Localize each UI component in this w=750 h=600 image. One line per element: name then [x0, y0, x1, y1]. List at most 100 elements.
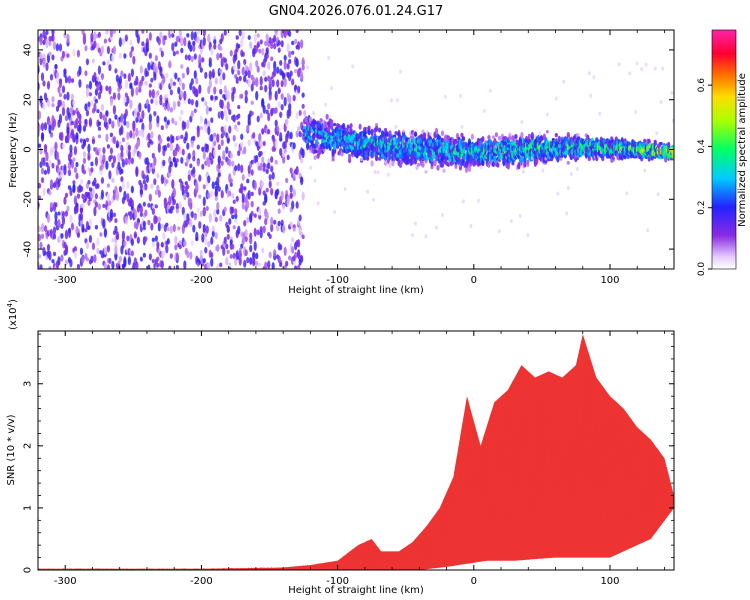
spectrogram-cell [205, 225, 209, 234]
spectrogram-cell [238, 75, 242, 82]
spectrogram-cell [261, 247, 265, 254]
spectrogram-cell [330, 121, 334, 130]
spectrogram-cell [130, 157, 134, 165]
spectrogram-cell [81, 223, 85, 233]
spectrogram-cell [114, 114, 118, 120]
spectrogram-cell [160, 260, 164, 269]
spectrogram-cell [261, 128, 265, 135]
spectrogram-cell [617, 62, 621, 67]
spectrogram-cell [69, 144, 73, 153]
spectrogram-cell [267, 75, 271, 82]
spectrogram-cell [39, 241, 43, 250]
spectrogram-cell [57, 179, 61, 188]
spectrogram-cell [144, 209, 148, 217]
spectrogram-cell [235, 195, 239, 202]
spectrogram-cell [76, 232, 81, 238]
spectrogram-cell [223, 236, 227, 245]
spectrogram-cell [118, 84, 122, 90]
spectrogram-cell [40, 222, 45, 233]
spectrogram-cell [477, 198, 480, 203]
spectrogram-cell [520, 120, 524, 125]
spectrogram-cell [267, 112, 271, 122]
spectrogram-cell [181, 82, 185, 91]
spectrogram-cell [43, 225, 48, 232]
spectrogram-cell [51, 259, 55, 264]
spectrogram-cell [280, 80, 284, 88]
spectrogram-cell [286, 194, 290, 204]
spectrogram-cell [592, 75, 596, 80]
spectrogram-cell [168, 265, 172, 269]
spectrogram-cell [277, 220, 281, 227]
spectrogram-cell [76, 263, 81, 269]
spectrogram-cell [196, 159, 200, 167]
spectrogram-cell [54, 219, 58, 226]
spectrogram-cell [199, 67, 203, 73]
spectrogram-cell [124, 79, 128, 90]
spectrogram-cell [187, 152, 191, 160]
spectrogram-cell [259, 39, 263, 45]
spectrogram-cell [87, 143, 91, 153]
spectrogram-cell [232, 199, 236, 204]
spectrogram-cell [55, 72, 60, 78]
spectrogram-cell [126, 121, 130, 129]
spectrogram-cell [142, 179, 146, 185]
spectrogram-cell [184, 131, 188, 141]
spectrogram-cell [237, 43, 241, 49]
spectrogram-cell [250, 83, 254, 92]
spectrogram-cell [51, 96, 55, 103]
spectrogram-cell [530, 132, 534, 139]
spectrogram-cell [274, 119, 278, 127]
spectrogram-cell [162, 250, 166, 258]
spectrogram-x-tick-label: 100 [600, 275, 619, 286]
spectrogram-cell [193, 70, 197, 80]
spectrogram-cell [237, 113, 241, 119]
spectrogram-cell [183, 193, 187, 201]
spectrogram-cell [565, 137, 569, 144]
spectrogram-cell [481, 160, 485, 167]
spectrogram-cell [387, 172, 390, 177]
spectrogram-cell [90, 167, 94, 173]
spectrogram-cell [147, 133, 151, 140]
snr-y-tick-label: 3 [23, 381, 34, 387]
spectrogram-cell [291, 50, 295, 55]
spectrogram-cell [61, 85, 66, 94]
spectrogram-cell [231, 193, 235, 199]
spectrogram-cell [246, 256, 250, 264]
spectrogram-cell [498, 229, 501, 234]
spectrogram-x-ticks: -300 -200 -100 0 100 [37, 30, 665, 286]
spectrogram-cell [566, 186, 570, 191]
spectrogram-cell [130, 68, 134, 78]
spectrogram-cell [153, 110, 157, 117]
spectrogram-cell [237, 104, 241, 110]
spectrogram-cell [93, 177, 97, 187]
spectrogram-cell [277, 208, 281, 215]
spectrogram-cell [58, 113, 63, 124]
spectrogram-cell [231, 243, 235, 250]
spectrogram-cell [166, 238, 170, 245]
spectrogram-cell [283, 148, 287, 154]
spectrogram-x-tick-label: -100 [326, 275, 349, 286]
spectrogram-cell [76, 49, 81, 58]
spectrogram-cell [199, 114, 203, 124]
spectrogram-cell [223, 30, 227, 36]
spectrogram-cell [523, 161, 527, 168]
spectrogram-cell [84, 103, 88, 112]
spectrogram-cell [57, 256, 61, 266]
spectrogram-cell [295, 57, 299, 68]
spectrogram-cell [213, 149, 217, 157]
spectrogram-cell [265, 211, 269, 221]
colorbar-gradient [711, 29, 737, 270]
spectrogram-cell [147, 103, 151, 114]
spectrogram-cell [160, 223, 164, 229]
spectrogram-cell [57, 211, 61, 216]
spectrogram-cell [148, 253, 152, 261]
spectrogram-cell [228, 262, 232, 267]
spectrogram-cell [64, 192, 69, 198]
spectrogram-cell [441, 213, 444, 218]
spectrogram-cell [120, 151, 124, 157]
spectrogram-cell [268, 36, 272, 45]
spectrogram-cell [181, 184, 185, 190]
spectrogram-cell [79, 247, 84, 256]
